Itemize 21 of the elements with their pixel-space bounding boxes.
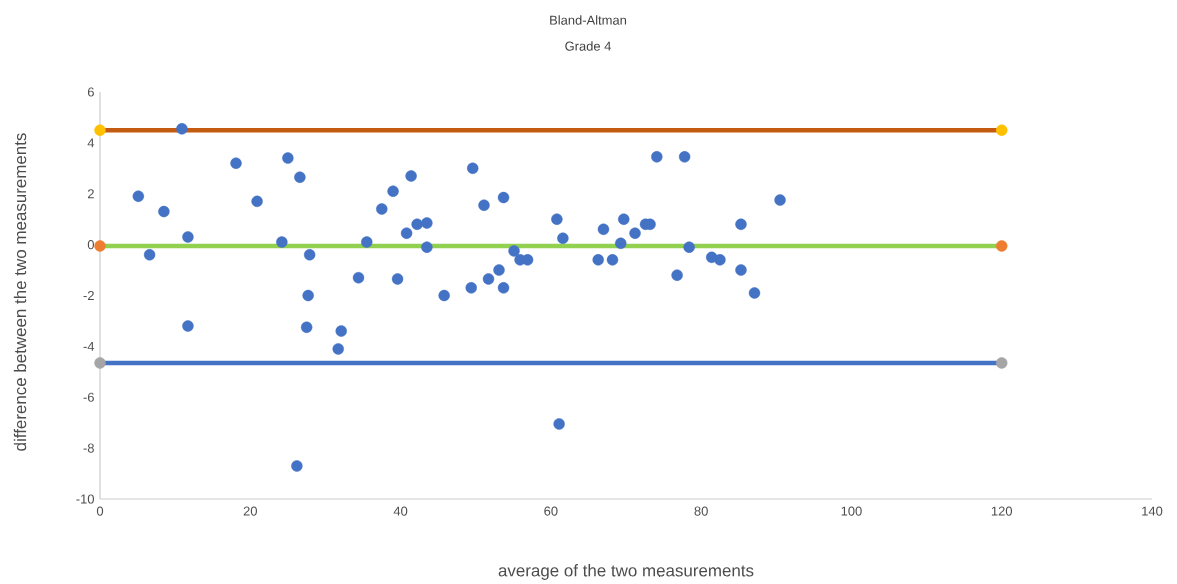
y-tick-label: -6 xyxy=(83,392,94,402)
y-tick-label: 2 xyxy=(87,189,94,199)
y-tick-label: -4 xyxy=(83,341,95,351)
x-tick-label: 120 xyxy=(991,506,1013,516)
y-axis-title: difference between the two measurements xyxy=(13,133,27,451)
x-tick-label: 140 xyxy=(1142,506,1163,516)
x-tick-label: 60 xyxy=(544,506,558,516)
y-tick-label: 0 xyxy=(87,240,94,250)
y-tick-label: 6 xyxy=(87,87,94,97)
chart-title: Bland-Altman xyxy=(550,15,627,25)
x-tick-label: 80 xyxy=(694,506,708,516)
chart-subtitle: Grade 4 xyxy=(565,41,612,51)
x-tick-label: 20 xyxy=(243,506,257,516)
y-tick-label: -8 xyxy=(83,443,94,453)
x-tick-label: 100 xyxy=(841,506,862,516)
y-tick-label: -2 xyxy=(83,290,94,301)
y-tick-label: 4 xyxy=(87,138,95,148)
x-axis-title: average of the two measurements xyxy=(498,564,754,580)
y-tick-label: -10 xyxy=(76,494,94,504)
x-tick-label: 0 xyxy=(96,506,104,516)
x-tick-label: 40 xyxy=(393,506,408,516)
